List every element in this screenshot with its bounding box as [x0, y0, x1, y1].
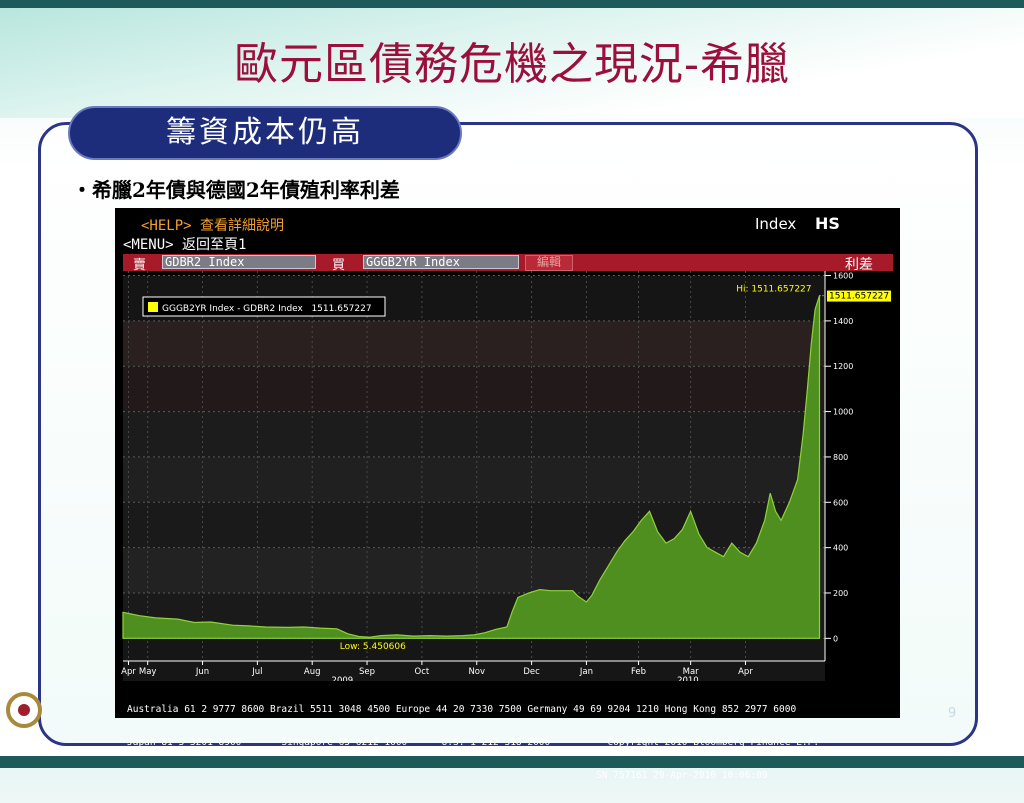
year-label: 2010 [677, 676, 699, 681]
y-tick-label: 1000 [833, 408, 853, 417]
x-tick-label: Feb [631, 667, 646, 677]
y-tick-label: 1200 [833, 362, 853, 371]
x-tick-label: Nov [468, 667, 485, 677]
y-tick-label: 200 [833, 589, 848, 598]
y-tick-label: 800 [833, 453, 848, 462]
terminal-footer: Australia 61 2 9777 8600 Brazil 5511 304… [127, 682, 819, 803]
background-band [123, 456, 825, 503]
section-heading: 籌資成本仍高 [68, 106, 462, 160]
bloomberg-terminal: <HELP> 查看詳細說明 <MENU> 返回至頁1 Index HS 賣 GD… [115, 208, 900, 781]
x-tick-label: Mar [683, 667, 700, 677]
x-tick-label: Apr [121, 667, 136, 677]
x-tick-label: Sep [359, 667, 375, 677]
y-tick-label: 1600 [833, 272, 853, 281]
background-band [123, 502, 825, 548]
background-band [123, 320, 825, 367]
legend-text: GGGB2YR Index - GDBR2 Index 1511.657227 [162, 304, 372, 314]
slide-title: 歐元區債務危機之現況-希臘 [234, 39, 790, 90]
x-tick-label: Oct [415, 667, 430, 677]
buy-security-field[interactable]: GGGB2YR Index [363, 255, 519, 269]
page-number: 9 [948, 706, 957, 721]
footer-line: Japan 81 3 3201 8900 Singapore 65 6212 1… [127, 737, 820, 748]
y-tick-label: 400 [833, 544, 848, 553]
index-label: Index [755, 215, 797, 233]
background-band [123, 366, 825, 412]
sell-label: 賣 [133, 258, 147, 273]
chart-legend: GGGB2YR Index - GDBR2 Index 1511.657227 [142, 296, 386, 317]
bullet-point: ‧希臘2年債與德國2年債殖利率利差 [72, 178, 400, 202]
x-tick-label: Dec [523, 667, 540, 677]
spread-area [122, 295, 821, 639]
y-tick-label: 1400 [833, 317, 853, 326]
y-axis: 0 200 400 600 800 1000 1200 1400 1600 [824, 271, 853, 661]
buy-label: 買 [332, 258, 346, 273]
header-decoration [0, 8, 1024, 118]
x-tick-label: Aug [304, 667, 321, 677]
x-tick-label: May [139, 667, 157, 677]
company-logo [6, 692, 42, 728]
y-tick-label: 600 [833, 498, 848, 507]
x-tick-label: Jan [579, 667, 593, 677]
edit-button[interactable]: 編輯 [525, 255, 573, 271]
footer-line: SN 757161 29-Apr-2010 10:06:09 [127, 770, 768, 781]
menu-hint[interactable]: <MENU> 返回至頁1 [123, 237, 247, 253]
high-value-label: Hi: 1511.657227 [736, 285, 811, 295]
sell-security-field[interactable]: GDBR2 Index [162, 255, 316, 269]
help-hint[interactable]: <HELP> 查看詳細說明 [141, 218, 285, 234]
y-tick-label: 0 [833, 634, 838, 643]
last-value-tag: 1511.657227 [819, 290, 891, 302]
x-tick-label: Apr [738, 667, 753, 677]
legend-swatch [148, 302, 158, 312]
low-value-label: Low: 5.450606 [340, 642, 406, 652]
last-value-label: 1511.657227 [829, 292, 889, 302]
year-label: 2009 [332, 676, 354, 681]
hs-function-label: HS [815, 214, 840, 233]
background-band [123, 638, 825, 681]
x-tick-label: Jul [251, 667, 262, 677]
bottom-band [0, 756, 1024, 768]
x-axis: Apr May Jun Jul Aug Sep Oct Nov Dec Jan Feb Mar Apr2… [121, 660, 825, 681]
spread-label: 利差 [845, 257, 873, 273]
x-tick-label: Jun [195, 667, 209, 677]
background-band [123, 411, 825, 457]
footer-line: Australia 61 2 9777 8600 Brazil 5511 304… [127, 704, 797, 715]
top-band [0, 0, 1024, 8]
